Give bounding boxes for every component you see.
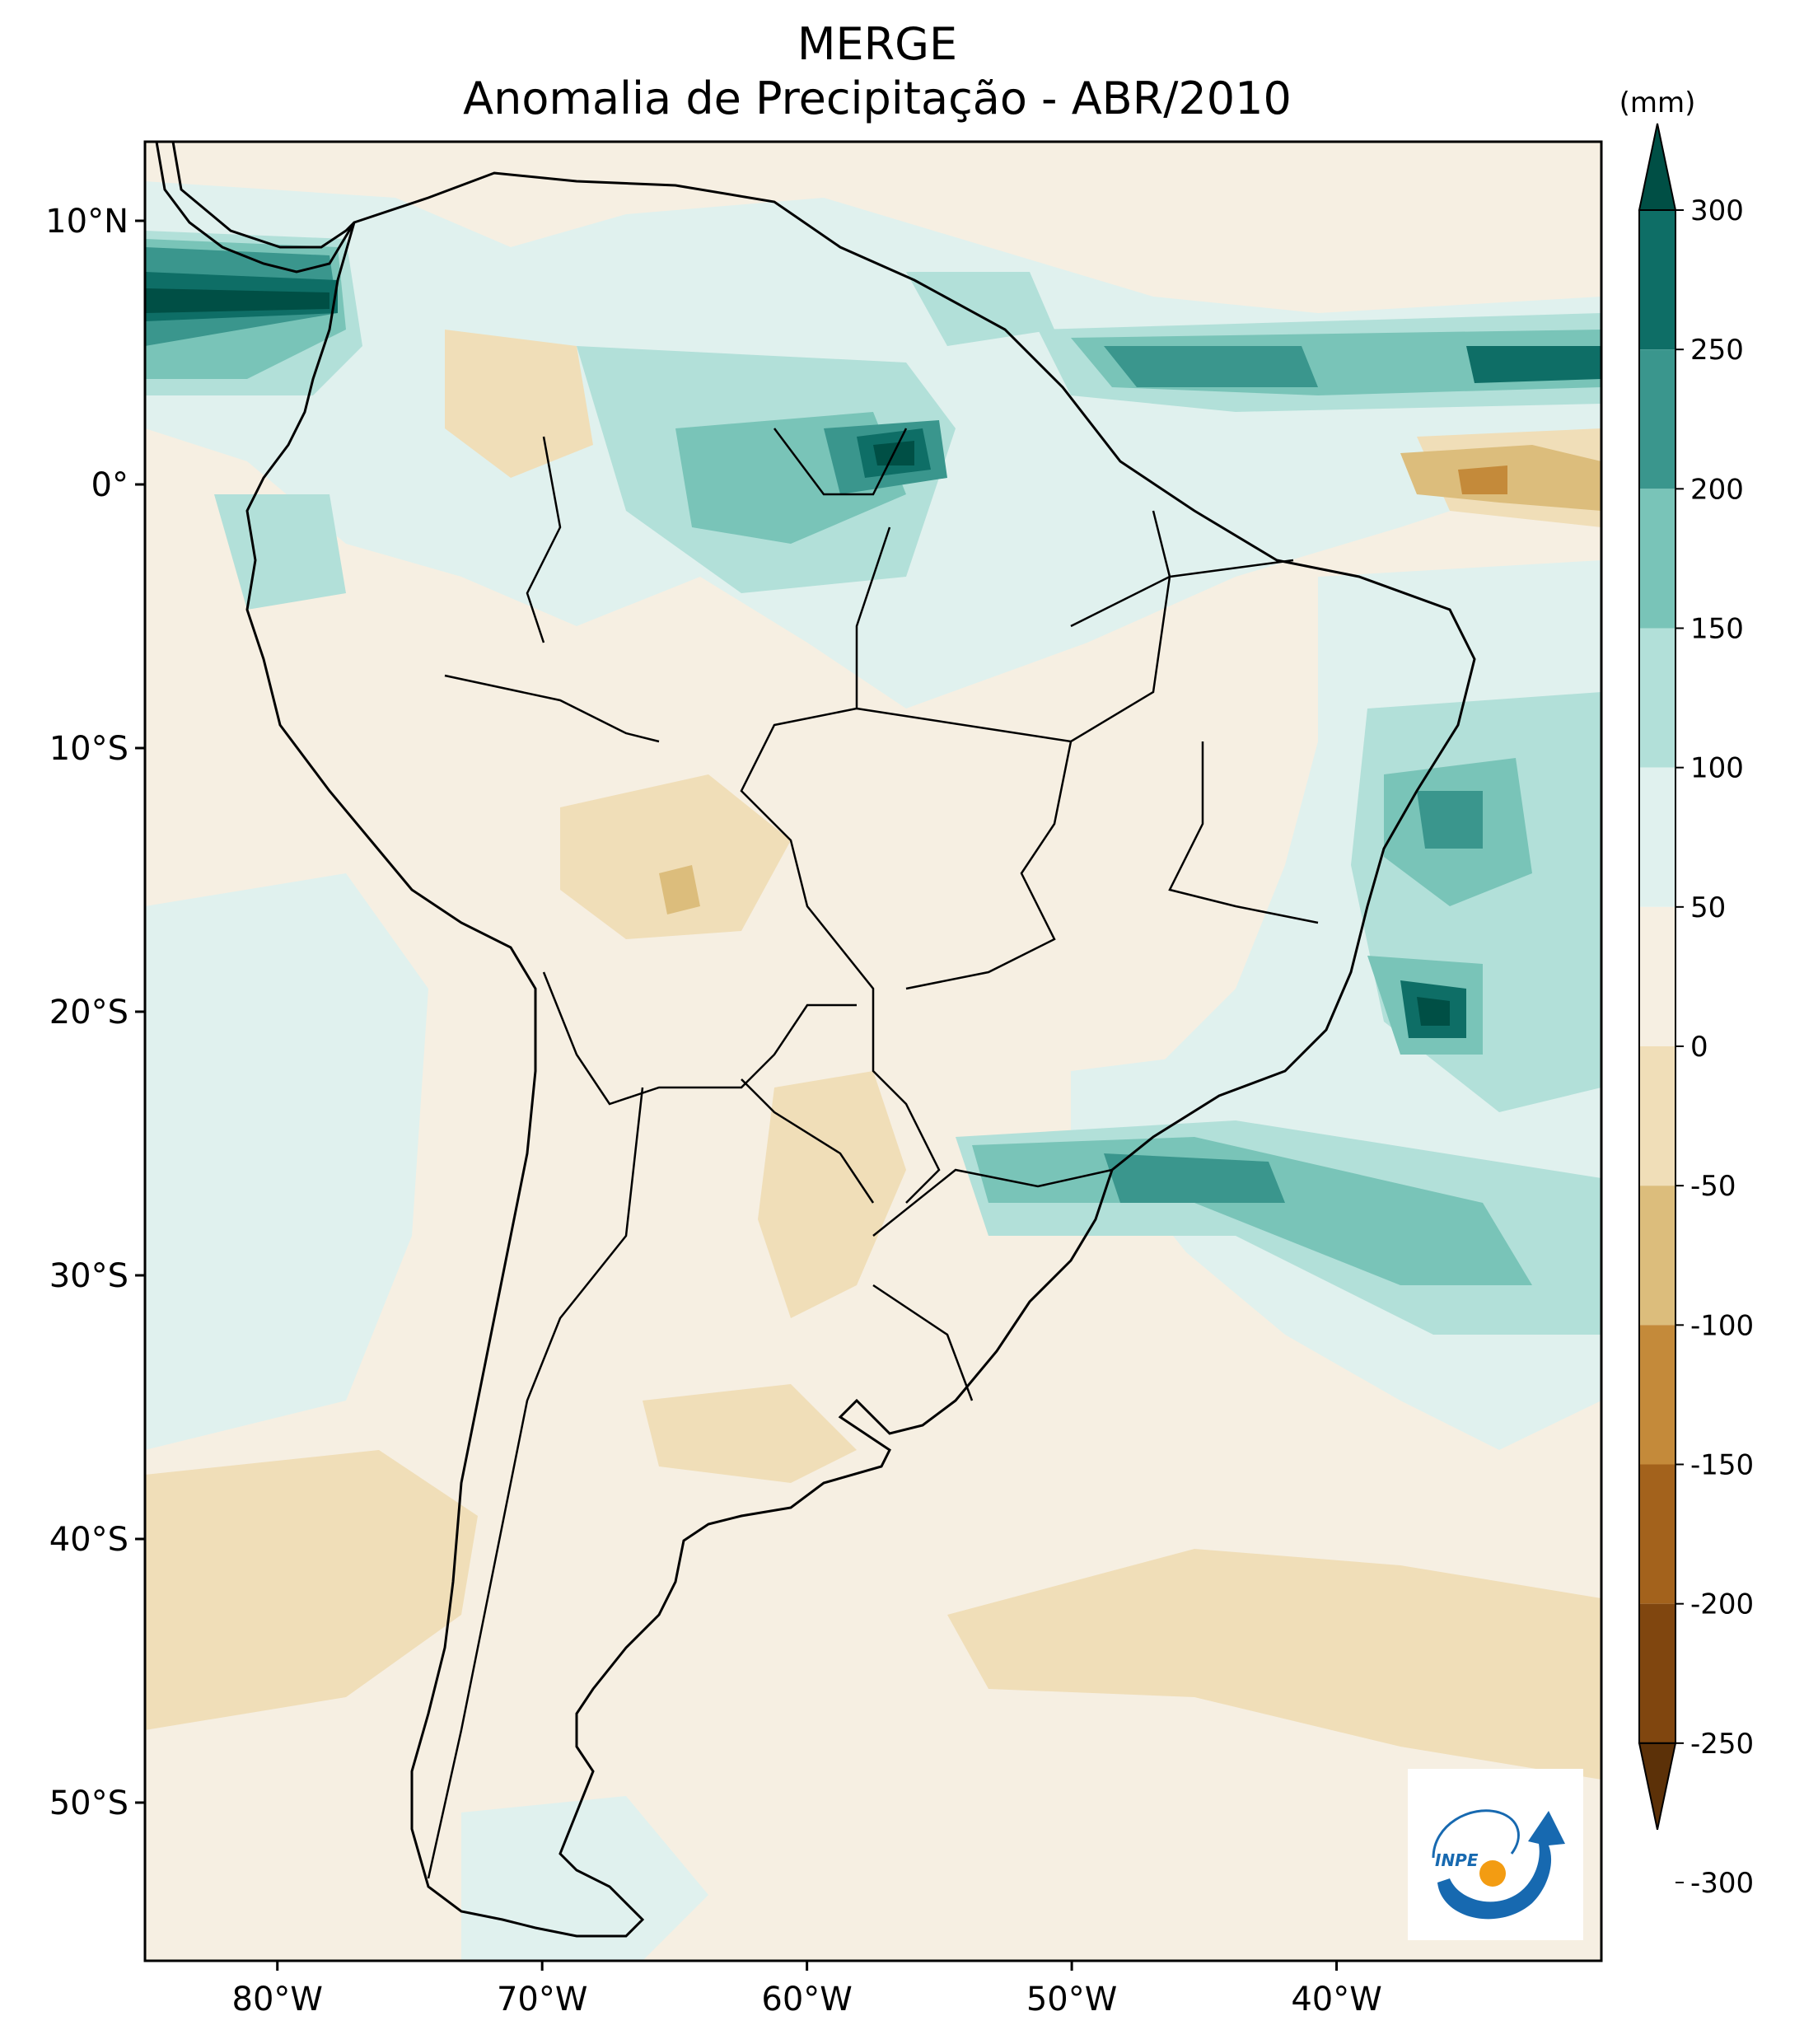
colorbar-segment (1639, 210, 1675, 350)
colorbar-label: -250 (1690, 1728, 1754, 1761)
colorbar-label: -200 (1690, 1588, 1754, 1621)
colorbar-unit: (mm) (1619, 87, 1696, 119)
colorbar-segment (1639, 767, 1675, 907)
lat-tick-label: 20°S (49, 994, 129, 1031)
logo-sun (1479, 1860, 1506, 1887)
lat-tick-label: 30°S (49, 1257, 129, 1295)
lon-tick-label: 50°W (1026, 1981, 1117, 2018)
map-frame (143, 140, 1603, 1962)
colorbar-segment (1639, 1325, 1675, 1465)
colorbar-label: 200 (1690, 473, 1744, 506)
colorbar-segment (1639, 1603, 1675, 1743)
lon-tick-label: 80°W (232, 1981, 323, 2018)
lat-tick-label: 10°N (45, 203, 129, 241)
south-america-coastline (245, 171, 1476, 1938)
colorbar-segment (1639, 628, 1675, 768)
lat-tick-label: 0° (91, 466, 129, 504)
logo-arrow (1437, 1811, 1565, 1920)
colorbar-segment (1639, 1464, 1675, 1604)
lon-tick-label: 70°W (497, 1981, 587, 2018)
colorbar-frame (1638, 209, 1676, 1744)
lon-tick-label: 60°W (761, 1981, 852, 2018)
colorbar-segment (1639, 1186, 1675, 1326)
map-panel (145, 142, 1601, 1961)
colorbar-extend-max (1638, 123, 1677, 211)
colorbar-label: 100 (1690, 752, 1744, 785)
colorbar-label: -50 (1690, 1170, 1736, 1203)
lat-tick-label: 40°S (49, 1521, 129, 1559)
colorbar-label: -300 (1690, 1867, 1754, 1900)
logo-text: INPE (1435, 1850, 1479, 1870)
colorbar-label: 250 (1690, 334, 1744, 367)
colorbar-segment (1639, 1046, 1675, 1186)
country-borders (427, 428, 1319, 1879)
latitude-axis: 10°N 0° 10°S 20°S 30°S 40°S 50°S (45, 203, 145, 1822)
colorbar-label: -100 (1690, 1309, 1754, 1342)
anomaly-neg150-regions (1458, 465, 1507, 494)
inpe-logo: INPE (1408, 1769, 1583, 1940)
colorbar-label: 150 (1690, 613, 1744, 646)
colorbar-segment (1639, 349, 1675, 489)
colorbar-label: 50 (1690, 891, 1726, 924)
colorbar-label: -150 (1690, 1449, 1754, 1482)
lat-tick-label: 50°S (49, 1784, 129, 1822)
colorbar-segment (1639, 489, 1675, 629)
longitude-axis: 80°W 70°W 60°W 50°W 40°W (232, 1961, 1382, 2018)
colorbar-segment (1639, 906, 1675, 1046)
map-subtitle: Anomalia de Precipitação - ABR/2010 (463, 72, 1292, 124)
lat-tick-label: 10°S (49, 730, 129, 768)
lon-tick-label: 40°W (1291, 1981, 1381, 2018)
colorbar-label: 0 (1690, 1031, 1708, 1064)
central-america-coastline (155, 142, 356, 274)
logo-swirl (1432, 1809, 1520, 1859)
anomaly-neg50-regions (145, 330, 1601, 1780)
map-title: MERGE (797, 18, 958, 70)
colorbar-label: 300 (1690, 194, 1744, 227)
colorbar-extend-min (1638, 1742, 1677, 1831)
colorbar: (mm) 300 250 200 150 100 50 0 -50 -100 -150 -200 -2… (1619, 87, 1755, 1900)
